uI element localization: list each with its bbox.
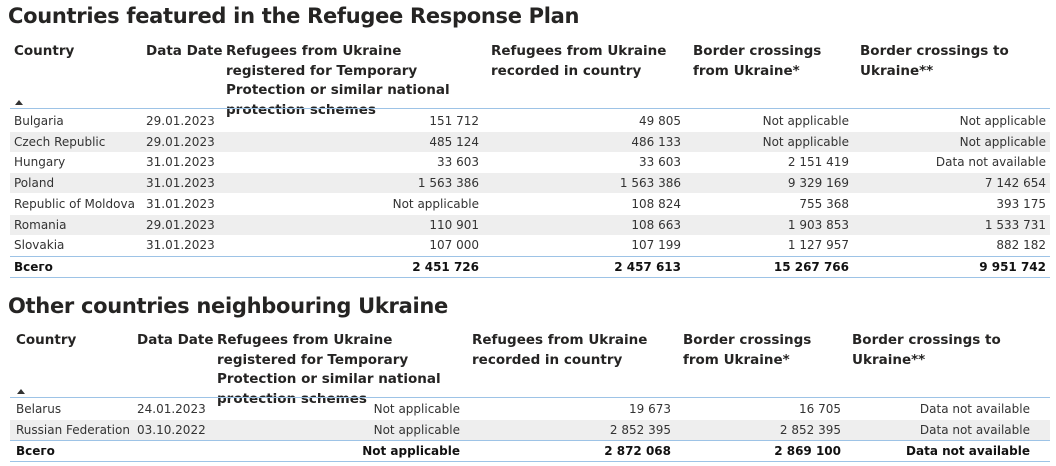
- table-cell: Data not available: [935, 155, 1046, 170]
- total-cell: 2 869 100: [774, 444, 841, 458]
- table-cell: 16 705: [799, 402, 841, 416]
- table-cell: Romania: [14, 217, 67, 232]
- table-cell: 03.10.2022: [137, 422, 206, 437]
- total-cell: 2 457 613: [614, 259, 681, 274]
- table-cell: 151 712: [429, 114, 479, 128]
- table-cell: 107 199: [631, 238, 681, 253]
- table-cell: 29.01.2023: [146, 217, 215, 232]
- table-cell: 107 000: [429, 238, 479, 253]
- table-cell: 31.01.2023: [146, 176, 215, 191]
- table-cell: 108 663: [631, 217, 681, 232]
- table-cell: Russian Federation: [16, 422, 130, 437]
- table-cell: Hungary: [14, 155, 66, 170]
- table-cell: Not applicable: [373, 422, 460, 437]
- row-band: [10, 131, 1050, 152]
- column-header: Refugees from Ukraine recorded in countr…: [491, 43, 667, 79]
- table-cell: Data not available: [919, 402, 1030, 416]
- total-cell: Not applicable: [362, 444, 460, 458]
- table-cell: 393 175: [996, 196, 1046, 211]
- total-cell: Всего: [16, 444, 55, 458]
- total-cell: Всего: [14, 259, 53, 274]
- table-cell: 29.01.2023: [146, 134, 215, 149]
- table-cell: Not applicable: [762, 114, 849, 128]
- table-cell: 1 127 957: [787, 238, 849, 253]
- table-cell: 108 824: [631, 196, 681, 211]
- total-rule: [10, 440, 1050, 441]
- sort-indicator: [17, 389, 25, 394]
- table-cell: 486 133: [631, 134, 681, 149]
- table-cell: Not applicable: [959, 134, 1046, 149]
- table-cell: Not applicable: [762, 134, 849, 149]
- table-cell: 110 901: [429, 217, 479, 232]
- table-cell: 2 852 395: [609, 422, 671, 437]
- section-title: Other countries neighbouring Ukraine: [8, 294, 448, 318]
- table-cell: 33 603: [639, 155, 681, 170]
- total-cell: 15 267 766: [773, 259, 849, 274]
- table-cell: 2 852 395: [779, 422, 841, 437]
- header-rule: [10, 108, 1050, 109]
- table-cell: 31.01.2023: [146, 238, 215, 253]
- table-cell: 9 329 169: [787, 176, 849, 191]
- table-cell: Bulgaria: [14, 114, 64, 128]
- total-rule: [10, 461, 1050, 462]
- column-header: Border crossings from Ukraine*: [693, 43, 822, 79]
- column-header: Country: [14, 43, 75, 59]
- column-header: Border crossings to Ukraine**: [860, 43, 1009, 79]
- table-cell: Not applicable: [959, 114, 1046, 128]
- table-cell: 882 182: [996, 238, 1046, 253]
- column-header: Border crossings to Ukraine**: [852, 332, 1001, 368]
- table-cell: Not applicable: [373, 402, 460, 416]
- table-cell: Czech Republic: [14, 134, 106, 149]
- row-band: [10, 173, 1050, 194]
- table-cell: 1 903 853: [787, 217, 849, 232]
- table-cell: 31.01.2023: [146, 196, 215, 211]
- column-header: Refugees from Ukraine registered for Tem…: [217, 332, 441, 407]
- column-header: Border crossings from Ukraine*: [683, 332, 812, 368]
- table-cell: 7 142 654: [984, 176, 1046, 191]
- table-cell: 1 533 731: [984, 217, 1046, 232]
- column-header: Data Date: [146, 43, 223, 59]
- total-rule: [10, 255, 1050, 257]
- table-cell: Slovakia: [14, 238, 65, 253]
- table-cell: 24.01.2023: [137, 402, 206, 416]
- table-cell: 1 563 386: [417, 176, 479, 191]
- sort-indicator: [15, 100, 23, 105]
- table-cell: Poland: [14, 176, 55, 191]
- row-band: [10, 419, 1050, 440]
- total-cell: Data not available: [906, 444, 1030, 458]
- total-cell: 2 451 726: [412, 259, 479, 274]
- table-cell: Belarus: [16, 402, 62, 416]
- table-cell: 19 673: [629, 402, 671, 416]
- table-cell: 33 603: [437, 155, 479, 170]
- table-cell: 49 805: [639, 114, 681, 128]
- total-rule: [10, 276, 1050, 278]
- total-cell: 2 872 068: [604, 444, 671, 458]
- table-cell: 1 563 386: [619, 176, 681, 191]
- table-cell: Data not available: [919, 422, 1030, 437]
- table-cell: 755 368: [799, 196, 849, 211]
- column-header: Refugees from Ukraine registered for Tem…: [226, 43, 450, 118]
- header-rule: [10, 397, 1050, 398]
- total-cell: 9 951 742: [979, 259, 1046, 274]
- table-cell: Republic of Moldova: [14, 196, 135, 211]
- table-cell: 2 151 419: [787, 155, 849, 170]
- table-cell: Not applicable: [392, 196, 479, 211]
- column-header: Refugees from Ukraine recorded in countr…: [472, 332, 648, 368]
- column-header: Country: [16, 332, 77, 348]
- table-cell: 485 124: [429, 134, 479, 149]
- row-band: [10, 214, 1050, 235]
- table-cell: 31.01.2023: [146, 155, 215, 170]
- section-title: Countries featured in the Refugee Respon…: [8, 4, 580, 28]
- table-cell: 29.01.2023: [146, 114, 215, 128]
- column-header: Data Date: [137, 332, 214, 348]
